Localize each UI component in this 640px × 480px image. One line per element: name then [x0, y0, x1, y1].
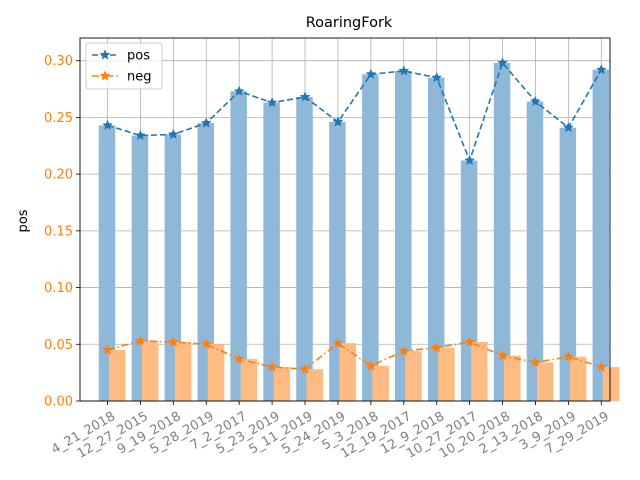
bar-pos [362, 74, 379, 402]
point-pos [266, 97, 278, 108]
series-line-neg [107, 340, 602, 371]
bar-pos [131, 135, 149, 401]
bar-pos [263, 102, 280, 402]
legend-marker-pos [99, 49, 111, 60]
point-neg [233, 353, 245, 364]
series-line-pos [107, 61, 602, 163]
point-pos [365, 68, 377, 79]
lines-layer [102, 57, 607, 374]
bar-neg [536, 362, 554, 401]
bar-pos [197, 123, 215, 401]
point-neg [530, 356, 541, 368]
point-neg [135, 335, 146, 346]
point-pos [135, 129, 146, 141]
point-pos [398, 65, 410, 76]
bar-pos [592, 69, 610, 401]
bar-pos [526, 101, 544, 402]
point-neg [562, 351, 574, 362]
bar-pos [427, 77, 445, 401]
bar-neg [109, 349, 126, 401]
point-pos [431, 72, 443, 83]
bar-pos [559, 127, 577, 401]
bar-neg [602, 366, 620, 401]
y-tick-label: 0.10 [44, 281, 73, 296]
bar-neg [306, 369, 324, 401]
bar-neg [273, 366, 291, 401]
point-pos [233, 85, 245, 96]
point-neg [398, 345, 410, 356]
point-pos [299, 91, 311, 102]
bar-neg [141, 340, 159, 401]
point-neg [299, 363, 311, 374]
y-tick-label: 0.25 [44, 111, 73, 126]
bar-neg [471, 342, 488, 401]
bar-pos [493, 62, 511, 402]
point-pos [332, 116, 344, 127]
point-neg [200, 338, 212, 349]
bar-neg [174, 342, 192, 401]
bar-pos [296, 96, 313, 402]
point-neg [266, 361, 278, 372]
point-neg [497, 349, 508, 361]
point-pos [464, 154, 475, 166]
bar-pos [329, 121, 346, 401]
point-pos [595, 64, 607, 75]
bar-neg [405, 351, 422, 401]
point-pos [167, 128, 179, 139]
legend: pos neg [85, 42, 163, 90]
y-tick-label: 0.05 [44, 338, 73, 353]
y-tick-label: 0.20 [44, 168, 73, 183]
bar-pos [98, 125, 116, 402]
point-pos [102, 119, 113, 130]
bar-neg [438, 347, 455, 401]
point-neg [332, 337, 344, 348]
legend-label-pos: pos [127, 49, 150, 64]
bar-neg [372, 365, 389, 401]
bar-pos [164, 134, 182, 401]
bar-neg [569, 356, 587, 401]
chart-title: RoaringFork [306, 15, 393, 31]
axes-layer: 0.000.050.100.150.200.250.304_21_201812_… [44, 37, 612, 462]
bar-pos [230, 91, 247, 402]
bar-neg [240, 359, 258, 401]
point-neg [595, 361, 607, 372]
bar-neg [207, 344, 225, 401]
point-pos [497, 57, 508, 68]
point-pos [200, 117, 212, 128]
y-tick-label: 0.00 [44, 395, 73, 410]
plot-frame [79, 37, 611, 402]
bar-neg [339, 343, 356, 401]
bars-layer [98, 62, 620, 402]
point-neg [365, 360, 377, 371]
legend-label-neg: neg [127, 70, 152, 85]
point-neg [102, 344, 113, 355]
bar-neg [504, 355, 521, 401]
point-neg [431, 342, 443, 353]
point-pos [530, 95, 541, 107]
point-pos [562, 121, 574, 133]
bar-pos [395, 70, 412, 401]
point-neg [464, 336, 475, 347]
y-tick-label: 0.30 [44, 54, 73, 69]
point-neg [167, 336, 179, 347]
legend-marker-neg [99, 70, 111, 81]
y-tick-label: 0.15 [44, 224, 73, 239]
y-axis-label: pos [16, 209, 31, 232]
